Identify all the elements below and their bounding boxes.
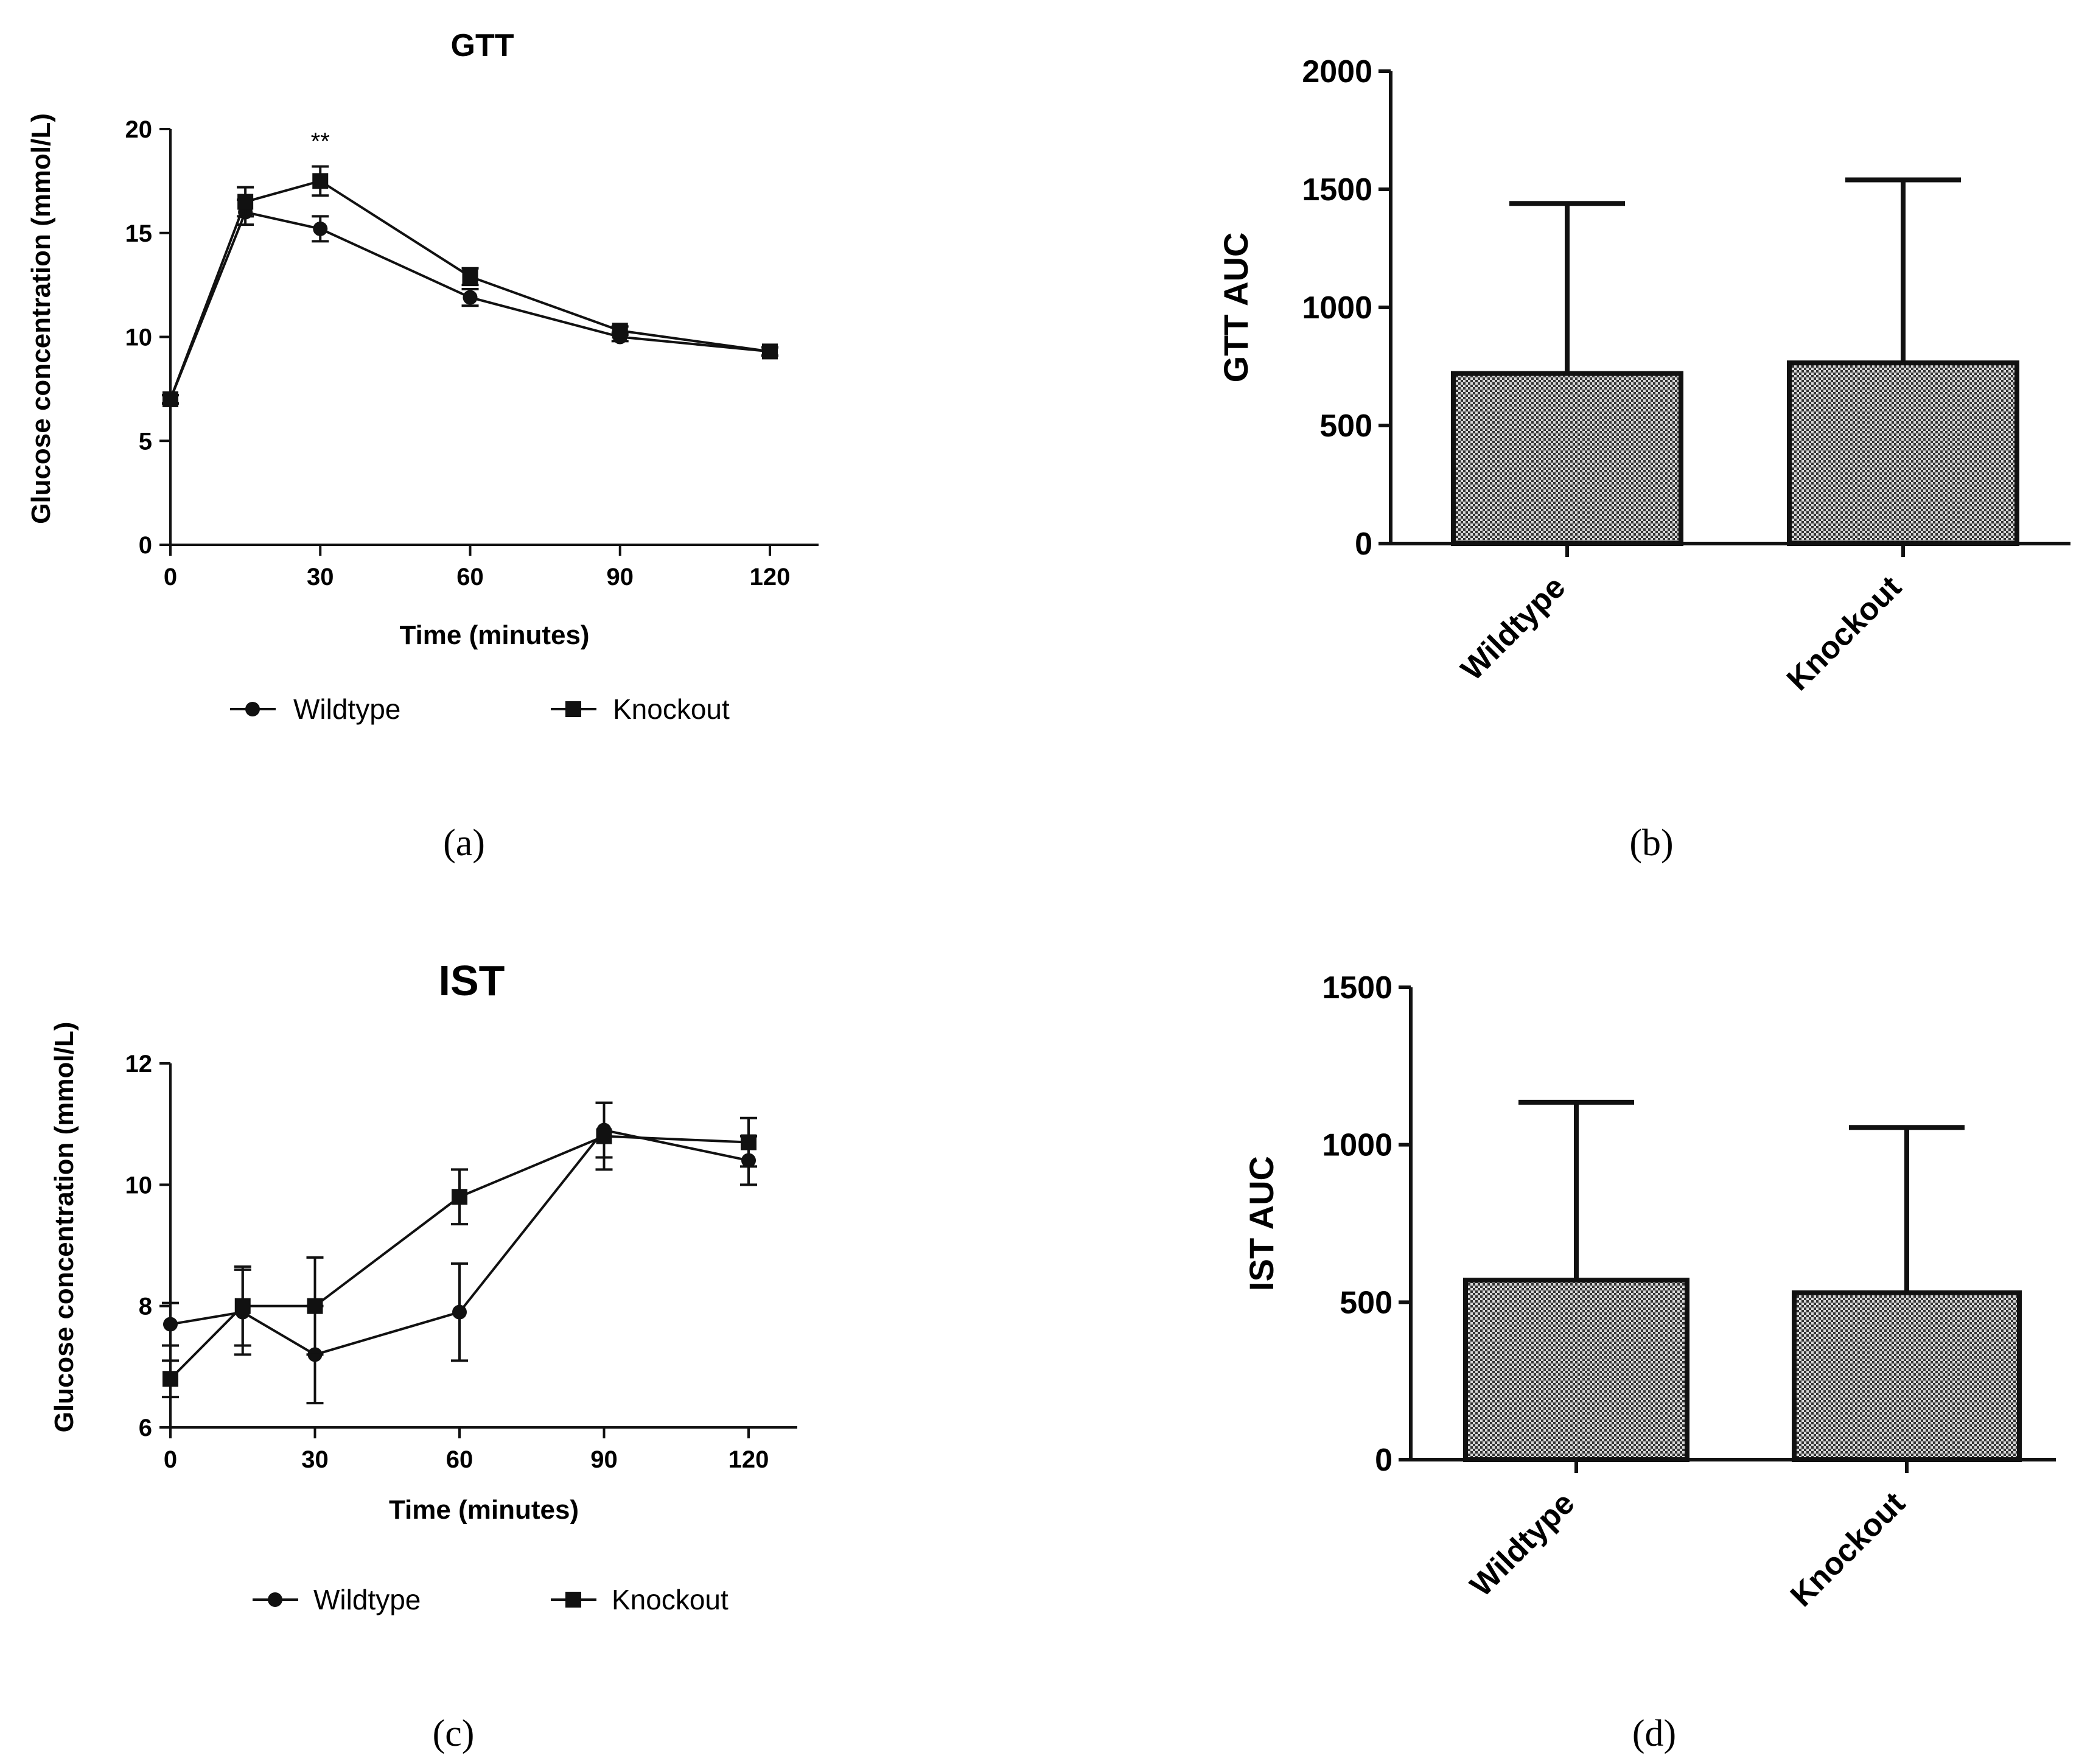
y-tick-label: 0 bbox=[1375, 1443, 1392, 1478]
data-point-wildtype bbox=[313, 221, 328, 236]
data-point-knockout bbox=[741, 1134, 756, 1150]
x-tick-label: 30 bbox=[301, 1446, 329, 1473]
y-tick-label: 10 bbox=[125, 1172, 153, 1199]
y-tick-label: 8 bbox=[139, 1293, 152, 1320]
bar-knockout: Knockout bbox=[1784, 1125, 2022, 1614]
chart-title: GTT bbox=[451, 28, 514, 63]
x-tick-label: 0 bbox=[164, 564, 177, 590]
series-knockout bbox=[162, 1101, 757, 1399]
category-label: Knockout bbox=[1780, 569, 1909, 698]
y-axis-label: IST AUC bbox=[1242, 1156, 1281, 1291]
y-tick-label: 6 bbox=[139, 1415, 152, 1441]
legend-label: Knockout bbox=[612, 1584, 729, 1615]
legend-item-wildtype: Wildtype bbox=[230, 693, 400, 725]
bar-rect bbox=[1463, 1278, 1689, 1463]
x-tick-label: 0 bbox=[164, 1446, 177, 1473]
x-tick-label: 60 bbox=[456, 564, 484, 590]
data-point-knockout bbox=[612, 323, 628, 339]
line-chart-a: GTT 0 5 10 15 20 0 30 60 90 120 Time (minutes) Gluco… bbox=[26, 28, 819, 864]
data-point-knockout bbox=[762, 343, 778, 360]
y-tick-label: 12 bbox=[125, 1051, 153, 1077]
data-point-knockout bbox=[237, 194, 254, 210]
panel-label: (d) bbox=[1632, 1713, 1676, 1754]
legend-marker bbox=[245, 702, 260, 716]
series-line-wildtype bbox=[169, 211, 770, 400]
data-point-wildtype bbox=[163, 1317, 178, 1332]
x-tick-label: 60 bbox=[446, 1446, 473, 1473]
series-wildtype bbox=[162, 1101, 757, 1405]
bar-rect bbox=[1792, 1290, 2022, 1462]
legend-item-knockout: Knockout bbox=[551, 1584, 729, 1615]
data-point-wildtype bbox=[463, 290, 478, 305]
bar-knockout: Knockout bbox=[1780, 177, 2019, 698]
x-axis-label: Time (minutes) bbox=[399, 620, 589, 650]
y-tick-label: 15 bbox=[125, 220, 153, 247]
legend-marker bbox=[565, 1592, 581, 1608]
legend-marker bbox=[565, 701, 581, 717]
data-point-knockout bbox=[162, 391, 178, 407]
legend-item-wildtype: Wildtype bbox=[253, 1584, 421, 1615]
legend-item-knockout: Knockout bbox=[551, 693, 730, 725]
category-label: Knockout bbox=[1784, 1485, 1912, 1614]
panel-label: (c) bbox=[433, 1713, 475, 1754]
y-tick-label: 500 bbox=[1319, 408, 1372, 444]
data-point-knockout bbox=[596, 1128, 612, 1144]
y-tick-label: 10 bbox=[125, 324, 153, 351]
series-wildtype bbox=[162, 198, 778, 407]
x-tick-label: 120 bbox=[750, 564, 791, 590]
bar-rect bbox=[1787, 360, 2019, 546]
x-tick-label: 90 bbox=[590, 1446, 618, 1473]
bar-chart-d: 0 500 1000 1500 IST AUC Wildtype Knockout (d) bbox=[1242, 970, 2056, 1754]
y-axis-label: Glucose concentration (mmol/L) bbox=[26, 113, 56, 524]
series-line-knockout bbox=[169, 180, 770, 400]
x-tick-label: 120 bbox=[729, 1446, 769, 1473]
y-tick-label: 1500 bbox=[1302, 172, 1372, 208]
series-line-knockout bbox=[169, 1135, 749, 1380]
x-axis-label: Time (minutes) bbox=[389, 1495, 579, 1525]
legend-label: Wildtype bbox=[293, 693, 400, 725]
bar-wildtype: Wildtype bbox=[1451, 201, 1683, 687]
bar-rect bbox=[1451, 371, 1683, 546]
y-axis-label: Glucose concentration (mmol/L) bbox=[49, 1022, 79, 1433]
panel-label: (b) bbox=[1629, 822, 1673, 864]
category-label: Wildtype bbox=[1464, 1485, 1582, 1603]
chart-title: IST bbox=[439, 957, 505, 1004]
data-point-knockout bbox=[162, 1371, 178, 1387]
x-tick-label: 30 bbox=[307, 564, 334, 590]
data-point-knockout bbox=[307, 1298, 323, 1314]
data-point-knockout bbox=[234, 1298, 251, 1314]
y-tick-label: 1000 bbox=[1302, 290, 1372, 326]
data-point-knockout bbox=[312, 173, 329, 189]
legend-label: Wildtype bbox=[313, 1584, 421, 1615]
x-tick-label: 90 bbox=[607, 564, 634, 590]
data-point-wildtype bbox=[452, 1304, 467, 1320]
bar-chart-b: 0 500 1000 1500 2000 GTT AUC Wildtype Knockout (… bbox=[1217, 54, 2070, 864]
legend-marker bbox=[268, 1592, 282, 1607]
y-tick-label: 2000 bbox=[1302, 54, 1372, 89]
legend-label: Knockout bbox=[613, 693, 730, 725]
y-axis-label: GTT AUC bbox=[1217, 233, 1255, 383]
y-tick-label: 20 bbox=[125, 116, 153, 143]
y-tick-label: 0 bbox=[1355, 527, 1372, 562]
y-tick-label: 5 bbox=[139, 428, 152, 455]
significance-annotation: ** bbox=[311, 128, 330, 155]
y-tick-label: 500 bbox=[1340, 1285, 1392, 1320]
y-tick-label: 0 bbox=[139, 532, 152, 559]
y-tick-label: 1500 bbox=[1322, 970, 1392, 1006]
category-label: Wildtype bbox=[1455, 569, 1573, 687]
data-point-knockout bbox=[452, 1189, 467, 1205]
series-line-wildtype bbox=[170, 1129, 749, 1356]
bar-wildtype: Wildtype bbox=[1463, 1099, 1689, 1603]
y-tick-label: 1000 bbox=[1322, 1128, 1392, 1163]
series-knockout bbox=[162, 165, 778, 407]
panel-label: (a) bbox=[443, 822, 485, 864]
data-point-knockout bbox=[462, 268, 478, 285]
